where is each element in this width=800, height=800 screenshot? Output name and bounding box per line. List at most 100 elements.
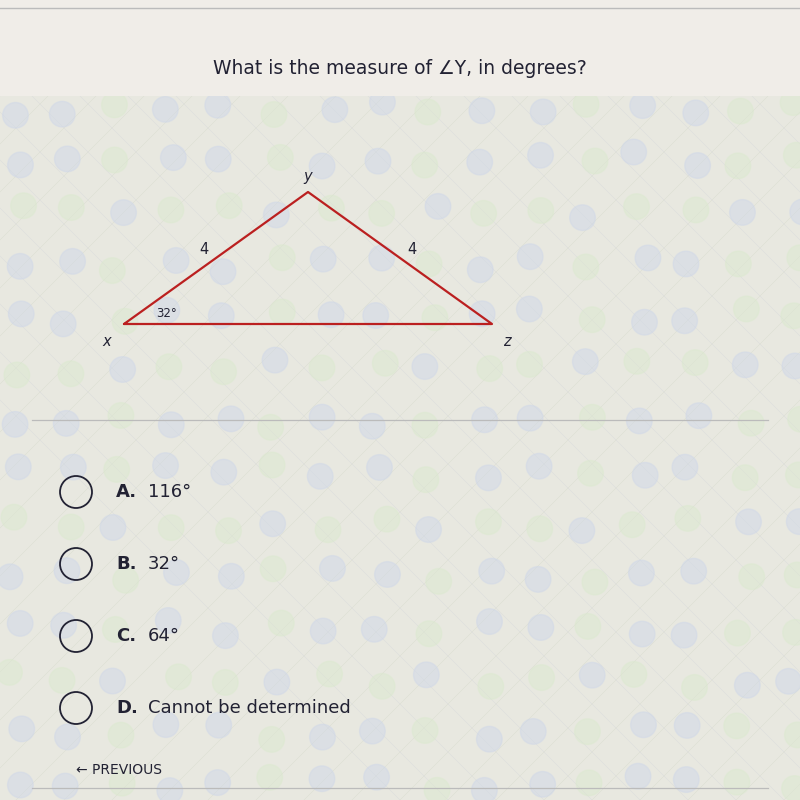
Text: What is the measure of ∠Y, in degrees?: What is the measure of ∠Y, in degrees?	[213, 58, 587, 78]
Circle shape	[621, 662, 646, 687]
Circle shape	[422, 305, 448, 330]
Text: 64°: 64°	[148, 627, 180, 645]
Circle shape	[783, 50, 800, 75]
Circle shape	[310, 404, 335, 430]
Circle shape	[110, 770, 135, 796]
Circle shape	[682, 350, 708, 375]
Circle shape	[526, 566, 551, 592]
Circle shape	[788, 406, 800, 432]
Circle shape	[158, 515, 184, 541]
Circle shape	[478, 674, 503, 699]
Circle shape	[738, 410, 764, 436]
Circle shape	[54, 724, 80, 750]
Text: ← PREVIOUS: ← PREVIOUS	[76, 762, 162, 777]
Text: 32°: 32°	[148, 555, 180, 573]
Circle shape	[734, 0, 759, 18]
Circle shape	[9, 716, 34, 742]
Circle shape	[633, 462, 658, 488]
Circle shape	[211, 459, 237, 485]
Circle shape	[426, 194, 451, 219]
Circle shape	[158, 197, 184, 222]
Circle shape	[51, 613, 77, 638]
Circle shape	[528, 614, 554, 640]
Circle shape	[412, 0, 438, 19]
Circle shape	[54, 410, 79, 436]
Circle shape	[415, 99, 441, 125]
Circle shape	[782, 619, 800, 645]
Circle shape	[783, 142, 800, 168]
Circle shape	[102, 147, 127, 173]
Circle shape	[310, 724, 335, 750]
Circle shape	[58, 44, 83, 70]
Circle shape	[108, 402, 134, 428]
Circle shape	[362, 617, 387, 642]
Circle shape	[790, 199, 800, 225]
Circle shape	[104, 0, 130, 14]
Circle shape	[782, 776, 800, 800]
Circle shape	[60, 249, 86, 274]
Circle shape	[61, 454, 86, 480]
Circle shape	[469, 98, 494, 123]
Circle shape	[58, 361, 84, 386]
Text: 4: 4	[407, 242, 417, 257]
Circle shape	[270, 0, 296, 21]
Circle shape	[153, 712, 178, 738]
Circle shape	[728, 98, 754, 124]
Circle shape	[635, 245, 661, 270]
Circle shape	[50, 311, 76, 337]
Circle shape	[157, 0, 182, 22]
Circle shape	[582, 570, 608, 595]
Circle shape	[365, 148, 390, 174]
Circle shape	[259, 452, 285, 478]
Text: A.: A.	[116, 483, 137, 501]
Circle shape	[529, 665, 554, 690]
Circle shape	[624, 194, 650, 219]
Circle shape	[739, 564, 765, 590]
Circle shape	[414, 662, 439, 688]
Circle shape	[781, 303, 800, 329]
Circle shape	[154, 298, 180, 323]
Circle shape	[1, 504, 26, 530]
Circle shape	[630, 622, 655, 647]
Circle shape	[518, 244, 543, 270]
Circle shape	[416, 251, 442, 277]
Circle shape	[412, 718, 438, 743]
Circle shape	[215, 0, 241, 13]
Circle shape	[776, 0, 800, 11]
Circle shape	[624, 349, 650, 374]
Circle shape	[163, 248, 189, 274]
Circle shape	[580, 0, 606, 17]
Circle shape	[776, 669, 800, 694]
Circle shape	[267, 47, 293, 73]
Circle shape	[161, 145, 186, 170]
Circle shape	[257, 765, 282, 790]
Circle shape	[734, 673, 760, 698]
Circle shape	[674, 766, 699, 792]
Circle shape	[476, 509, 502, 534]
Circle shape	[413, 467, 438, 493]
Circle shape	[218, 563, 244, 589]
Circle shape	[310, 154, 335, 179]
Circle shape	[366, 454, 392, 480]
Circle shape	[310, 618, 336, 644]
Circle shape	[632, 310, 658, 335]
Circle shape	[366, 47, 392, 73]
Circle shape	[518, 406, 543, 431]
Circle shape	[309, 766, 334, 791]
Circle shape	[54, 146, 80, 172]
Circle shape	[152, 43, 178, 69]
Circle shape	[2, 411, 28, 437]
Circle shape	[209, 303, 234, 329]
Circle shape	[725, 153, 750, 178]
Circle shape	[786, 509, 800, 534]
Circle shape	[471, 201, 497, 226]
Circle shape	[530, 99, 556, 125]
Circle shape	[416, 621, 442, 646]
Circle shape	[426, 569, 451, 594]
Text: x: x	[102, 334, 110, 349]
Circle shape	[205, 770, 230, 795]
Circle shape	[258, 414, 283, 440]
Circle shape	[730, 200, 755, 226]
Circle shape	[672, 308, 698, 334]
Circle shape	[687, 0, 713, 15]
